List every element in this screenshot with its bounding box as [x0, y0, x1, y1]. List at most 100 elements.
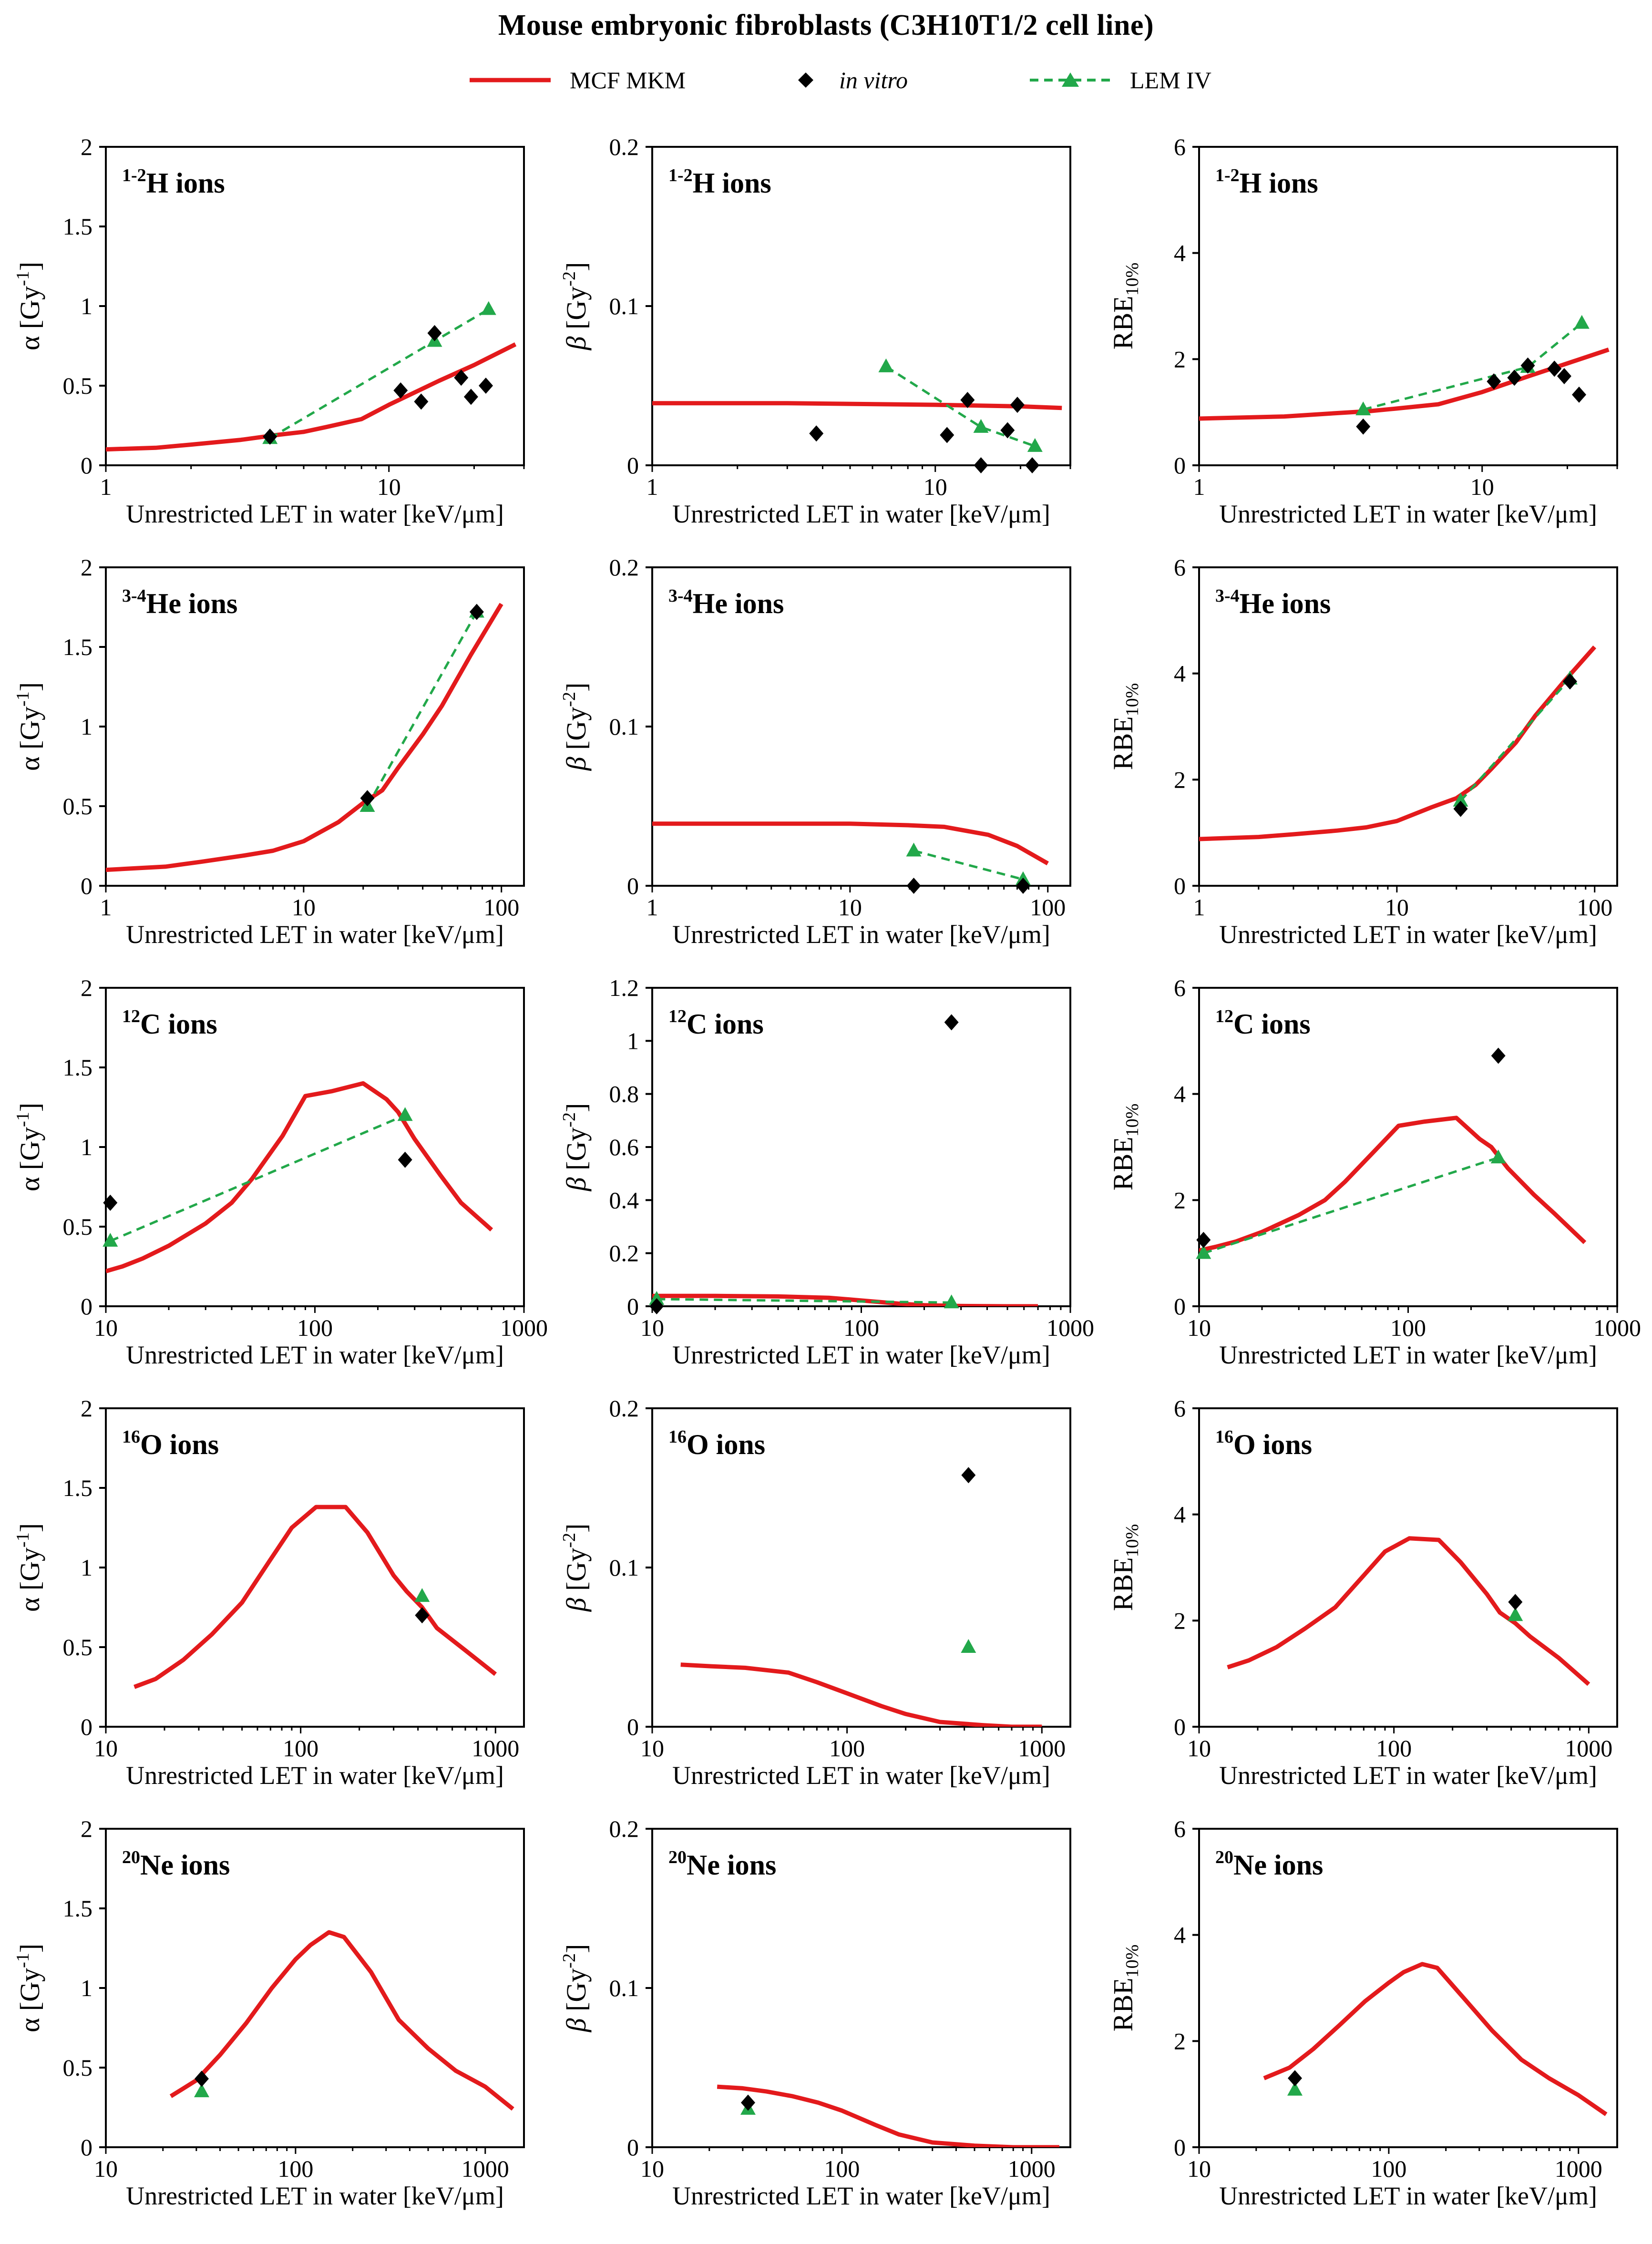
x-axis-label: Unrestricted LET in water [keV/μm] [672, 1761, 1050, 1790]
x-tick-label: 10 [640, 1735, 664, 1762]
y-tick-label: 0.2 [609, 1240, 639, 1267]
in-vitro-point [1557, 368, 1571, 384]
y-tick-label: 0 [1174, 2134, 1186, 2161]
y-tick-label: 0 [81, 1293, 92, 1320]
x-tick-label: 1000 [1008, 2155, 1056, 2182]
legend-label-lem-iv: LEM IV [1130, 67, 1211, 93]
y-tick-label: 1 [81, 1134, 92, 1160]
y-tick-label: 0.5 [63, 1634, 93, 1660]
in-vitro-point [463, 389, 478, 405]
y-axis-label: β [Gy-2] [559, 1524, 592, 1612]
y-tick-label: 2 [1174, 2028, 1186, 2054]
y-tick-label: 6 [1174, 554, 1186, 581]
mkm-curve [717, 2084, 1059, 2147]
y-tick-label: 0.2 [609, 1395, 639, 1422]
y-tick-label: 0.2 [609, 133, 639, 160]
y-tick-label: 0.5 [63, 2054, 93, 2081]
in-vitro-point [906, 878, 921, 894]
lem-iv-point [481, 301, 496, 315]
x-tick-label: 100 [1371, 2155, 1406, 2182]
lem-iv-point [1355, 401, 1371, 416]
mkm-curve [1227, 1536, 1590, 1686]
in-vitro-point [263, 428, 277, 445]
x-tick-label: 100 [1376, 1735, 1412, 1762]
panel-title: 3-4He ions [668, 586, 784, 619]
panel-title: 12C ions [122, 1006, 217, 1040]
x-tick-label: 1000 [1047, 1314, 1094, 1341]
y-tick-label: 1 [81, 293, 92, 319]
y-tick-label: 0.5 [63, 372, 93, 399]
figure-title: Mouse embryonic fibroblasts (C3H10T1/2 c… [498, 9, 1154, 41]
in-vitro-point [454, 369, 469, 386]
y-tick-label: 0.5 [63, 793, 93, 820]
in-vitro-point [393, 382, 408, 399]
x-tick-label: 10 [94, 1314, 118, 1341]
x-tick-label: 1000 [1593, 1314, 1641, 1341]
in-vitro-point [1520, 357, 1535, 374]
y-axis-label: RBE10% [1108, 1524, 1142, 1611]
y-axis-label: RBE10% [1108, 1945, 1142, 2031]
y-tick-label: 2 [1174, 1187, 1186, 1213]
y-tick-label: 2 [81, 1815, 92, 1842]
y-tick-label: 0 [81, 872, 92, 899]
y-tick-label: 1.5 [63, 634, 93, 660]
x-tick-label: 10 [640, 1314, 664, 1341]
x-tick-label: 10 [1187, 2155, 1211, 2182]
x-tick-label: 100 [277, 2155, 313, 2182]
x-tick-label: 10 [640, 2155, 664, 2182]
x-tick-label: 1 [1193, 894, 1205, 921]
legend-item-mcf-mkm: MCF MKM [470, 61, 686, 99]
in-vitro-point [960, 392, 975, 409]
x-tick-label: 100 [1030, 894, 1066, 921]
y-tick-label: 6 [1174, 133, 1186, 160]
lem-iv-dashed-line [913, 850, 1024, 881]
lem-iv-point [973, 419, 989, 433]
y-tick-label: 4 [1174, 1922, 1186, 1948]
plot-frame [1198, 1407, 1618, 1728]
y-axis-label: α [Gy-1] [13, 262, 45, 350]
in-vitro-point [103, 1194, 118, 1211]
legend-item-in-vitro: in vitro [791, 61, 908, 99]
x-tick-label: 1000 [472, 1735, 519, 1762]
y-tick-label: 6 [1174, 1395, 1186, 1422]
in-vitro-point [1453, 800, 1468, 817]
plot-frame [1198, 146, 1618, 466]
y-axis-label: α [Gy-1] [13, 1944, 45, 2032]
y-tick-label: 0 [627, 872, 639, 899]
y-tick-label: 0.2 [609, 554, 639, 581]
mkm-curve [106, 342, 517, 452]
in-vitro-point [1000, 422, 1015, 439]
y-tick-label: 1.5 [63, 1895, 93, 1922]
y-tick-label: 1.2 [609, 974, 639, 1001]
y-tick-label: 2 [1174, 1607, 1186, 1634]
x-tick-label: 10 [1470, 473, 1494, 500]
y-tick-label: 0.6 [609, 1134, 639, 1160]
lem-iv-dashed-line [1363, 322, 1583, 411]
x-tick-label: 10 [1385, 894, 1409, 921]
y-tick-label: 2 [81, 1395, 92, 1422]
in-vitro-point [1487, 373, 1501, 390]
x-tick-label: 10 [94, 2155, 118, 2182]
panel-title: 12C ions [668, 1006, 764, 1040]
x-tick-label: 10 [292, 894, 316, 921]
y-axis-label: β [Gy-2] [559, 683, 592, 771]
y-tick-label: 2 [81, 133, 92, 160]
y-tick-label: 0.2 [609, 1815, 639, 1842]
lem-iv-point [1287, 2081, 1303, 2096]
panel-title: 16O ions [668, 1427, 765, 1460]
x-tick-label: 10 [1187, 1314, 1211, 1341]
in-vitro-point [1010, 397, 1025, 413]
x-tick-label: 10 [1187, 1735, 1211, 1762]
x-axis-label: Unrestricted LET in water [keV/μm] [1219, 2182, 1597, 2210]
legend-line-swatch [470, 78, 551, 82]
x-tick-label: 1 [646, 473, 658, 500]
